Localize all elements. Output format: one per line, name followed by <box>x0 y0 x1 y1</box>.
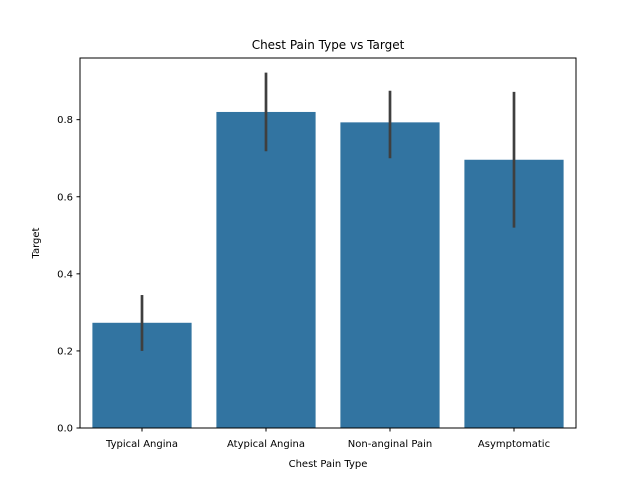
x-tick-label: Atypical Angina <box>227 439 305 450</box>
bars-group <box>92 111 564 428</box>
x-tick-label: Non-anginal Pain <box>348 439 432 450</box>
bar <box>216 111 316 428</box>
x-tick-label: Typical Angina <box>105 439 178 450</box>
y-axis-ticks: 0.0 0.2 0.4 0.6 0.8 <box>57 115 80 435</box>
y-tick-label: 0.4 <box>57 269 73 280</box>
x-axis-label: Chest Pain Type <box>289 459 368 470</box>
y-tick-label: 0.2 <box>57 346 73 357</box>
y-tick-label: 0.6 <box>57 192 73 203</box>
x-tick-label: Asymptomatic <box>478 439 550 450</box>
y-tick-label: 0.0 <box>57 424 73 435</box>
bar <box>340 122 440 428</box>
error-bars-group <box>140 72 516 351</box>
y-tick-label: 0.8 <box>57 115 73 126</box>
plot-frame <box>79 57 577 429</box>
chart-title: Chest Pain Type vs Target <box>252 38 405 52</box>
x-axis-ticks: Typical Angina Atypical Angina Non-anginal… <box>105 428 550 450</box>
y-axis-label: Target <box>31 227 42 259</box>
